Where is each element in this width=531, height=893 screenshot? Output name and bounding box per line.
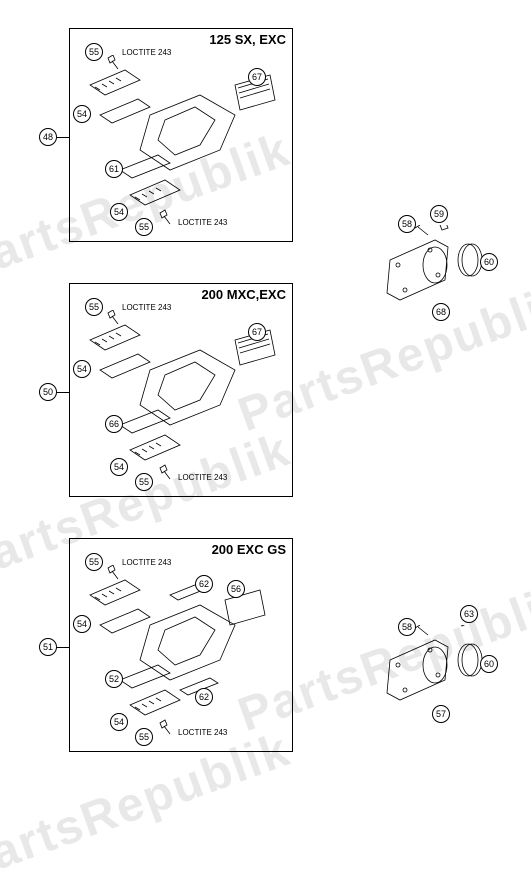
callout-50: 50 bbox=[39, 383, 57, 401]
leader-line bbox=[57, 647, 69, 648]
leader-line bbox=[57, 392, 69, 393]
callout-51: 51 bbox=[39, 638, 57, 656]
loctite-label: LOCTITE 243 bbox=[178, 728, 227, 737]
panel-title: 125 SX, EXC bbox=[209, 32, 286, 47]
callout-54: 54 bbox=[110, 203, 128, 221]
callout-59: 59 bbox=[430, 205, 448, 223]
callout-68: 68 bbox=[432, 303, 450, 321]
callout-60: 60 bbox=[480, 253, 498, 271]
callout-55: 55 bbox=[85, 298, 103, 316]
leader-line bbox=[57, 137, 69, 138]
callout-56: 56 bbox=[227, 580, 245, 598]
loctite-label: LOCTITE 243 bbox=[122, 558, 171, 567]
callout-66: 66 bbox=[105, 415, 123, 433]
callout-55: 55 bbox=[85, 43, 103, 61]
callout-63: 63 bbox=[460, 605, 478, 623]
callout-61: 61 bbox=[105, 160, 123, 178]
callout-52: 52 bbox=[105, 670, 123, 688]
loctite-label: LOCTITE 243 bbox=[122, 303, 171, 312]
callout-54: 54 bbox=[73, 105, 91, 123]
intake-flange-sketch bbox=[380, 225, 500, 315]
callout-55: 55 bbox=[135, 218, 153, 236]
callout-58: 58 bbox=[398, 618, 416, 636]
panel-title: 200 EXC GS bbox=[212, 542, 286, 557]
callout-57: 57 bbox=[432, 705, 450, 723]
callout-55: 55 bbox=[135, 728, 153, 746]
loctite-label: LOCTITE 243 bbox=[122, 48, 171, 57]
panel-title: 200 MXC,EXC bbox=[201, 287, 286, 302]
callout-55: 55 bbox=[85, 553, 103, 571]
callout-60: 60 bbox=[480, 655, 498, 673]
callout-67: 67 bbox=[248, 68, 266, 86]
loctite-label: LOCTITE 243 bbox=[178, 218, 227, 227]
callout-54: 54 bbox=[73, 360, 91, 378]
callout-67: 67 bbox=[248, 323, 266, 341]
callout-54: 54 bbox=[110, 713, 128, 731]
callout-48: 48 bbox=[39, 128, 57, 146]
callout-62: 62 bbox=[195, 688, 213, 706]
callout-58: 58 bbox=[398, 215, 416, 233]
callout-54: 54 bbox=[73, 615, 91, 633]
loctite-label: LOCTITE 243 bbox=[178, 473, 227, 482]
callout-62: 62 bbox=[195, 575, 213, 593]
callout-54: 54 bbox=[110, 458, 128, 476]
callout-55: 55 bbox=[135, 473, 153, 491]
